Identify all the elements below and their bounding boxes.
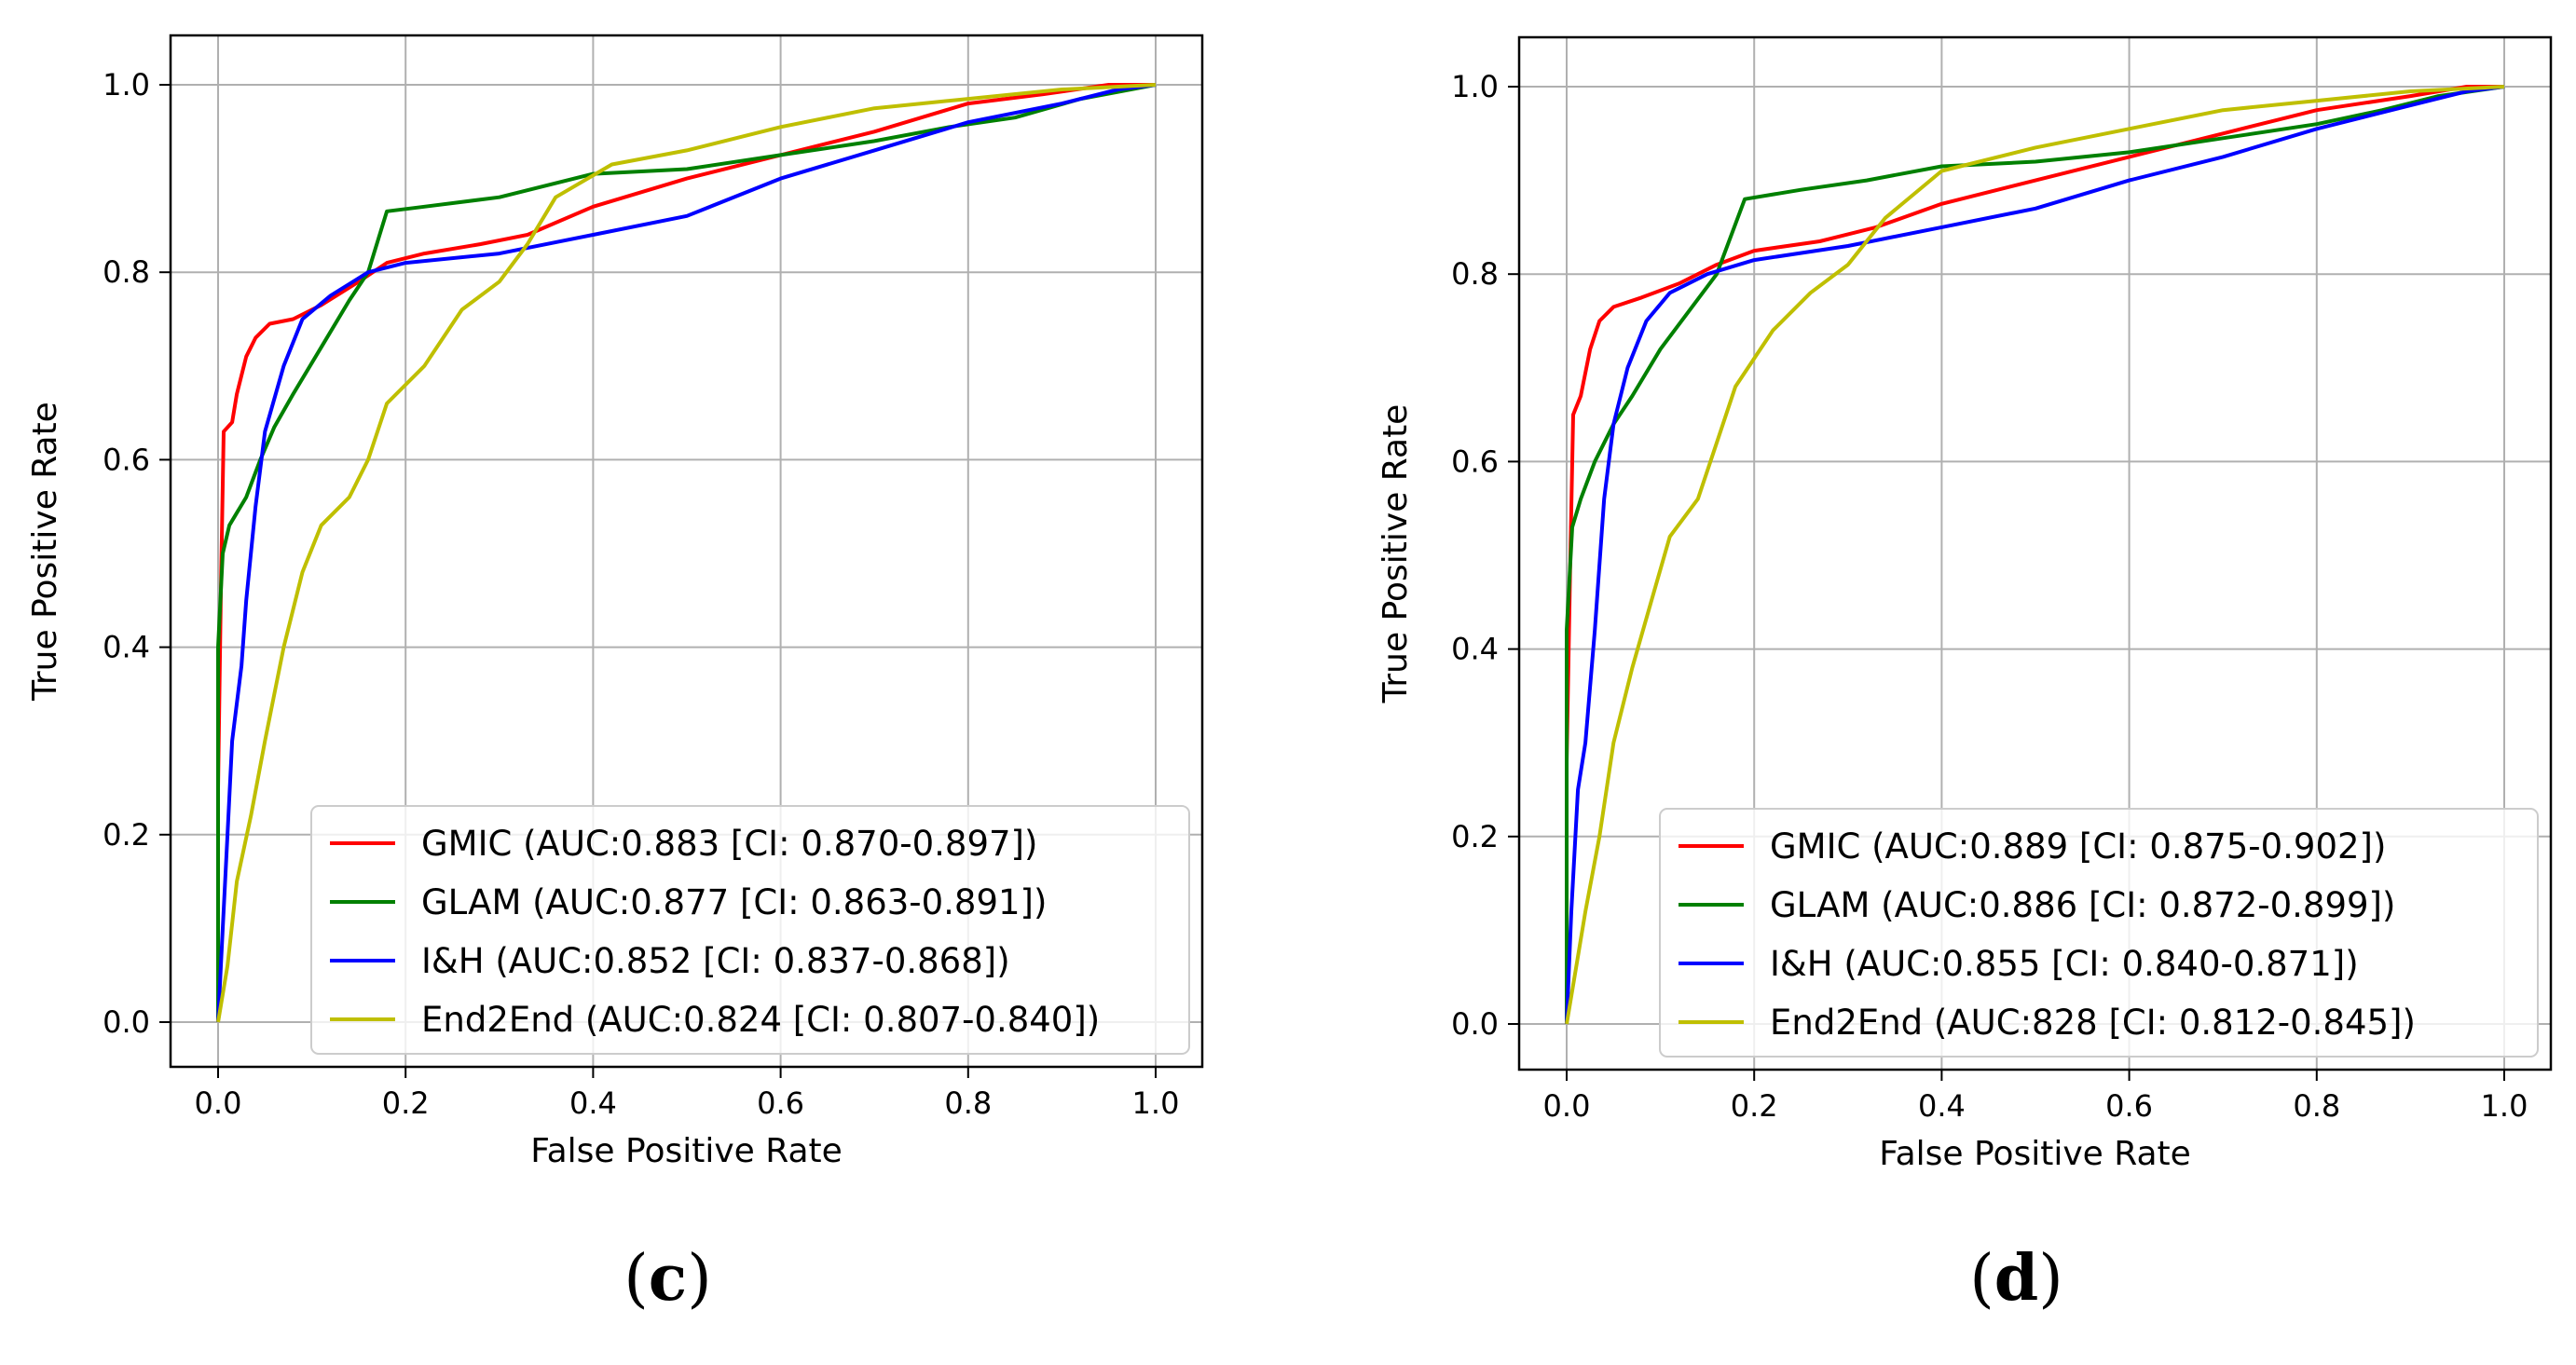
axes-frame: [169, 34, 1204, 1069]
panel-d: 0.0 0.2 0.4 0.6 0.8 1.0 0.0 0.2 0.4 0.6 0.8 1.0 Fals…: [1377, 35, 2553, 1316]
y-tick-label: 0.2: [1451, 819, 1499, 854]
legend-entry: End2End (AUC:828 [CI: 0.812-0.845]): [1770, 1003, 2416, 1043]
y-tick-label: 0.8: [1451, 256, 1499, 292]
roc-curve-end2end: [216, 83, 1157, 1023]
x-axis-label: False Positive Rate: [1879, 1135, 2191, 1173]
roc-curve-ih: [216, 83, 1157, 1023]
y-axis-label: True Positive Rate: [26, 402, 64, 702]
x-tick-label: 0.8: [944, 1085, 992, 1121]
legend-entry: GMIC (AUC:0.883 [CI: 0.870-0.897]): [421, 824, 1037, 864]
legend-entry: End2End (AUC:0.824 [CI: 0.807-0.840]): [421, 1000, 1100, 1040]
x-tick-label: 0.6: [757, 1085, 804, 1121]
x-tick-label: 0.0: [195, 1085, 242, 1121]
legend-entry: I&H (AUC:0.852 [CI: 0.837-0.868]): [421, 941, 1010, 981]
panel-label: (d): [1969, 1241, 2063, 1316]
y-tick-label: 0.2: [103, 817, 150, 853]
legend-entry: GLAM (AUC:0.886 [CI: 0.872-0.899]): [1770, 885, 2395, 925]
roc-curve-glam: [216, 83, 1157, 1022]
y-tick-label: 0.6: [103, 442, 150, 477]
y-axis-label: True Positive Rate: [1377, 404, 1415, 704]
legend-entry: GLAM (AUC:0.877 [CI: 0.863-0.891]): [421, 882, 1047, 922]
legend-entry: I&H (AUC:0.855 [CI: 0.840-0.871]): [1770, 944, 2359, 984]
roc-curve-ih: [1565, 85, 2505, 1025]
legend-entry: GMIC (AUC:0.889 [CI: 0.875-0.902]): [1770, 826, 2386, 867]
x-tick-label: 1.0: [1132, 1085, 1180, 1121]
x-tick-label: 1.0: [2481, 1088, 2528, 1124]
panel-c: 0.0 0.2 0.4 0.6 0.8 1.0 0.0 0.2 0.4 0.6 0.8 1.0 Fals…: [26, 34, 1204, 1316]
y-tick-label: 0.4: [103, 630, 150, 665]
series-lines: [1565, 85, 2505, 1025]
legend-box: [310, 805, 1190, 1055]
x-tick-label: 0.4: [1918, 1088, 1966, 1124]
legend: GMIC (AUC:0.883 [CI: 0.870-0.897]) GLAM (…: [310, 805, 1190, 1055]
y-tick-label: 0.6: [1451, 444, 1499, 479]
x-tick-label: 0.2: [382, 1085, 430, 1121]
x-tick-label: 0.6: [2105, 1088, 2153, 1124]
panel-label: (c): [623, 1241, 711, 1316]
x-tick-label: 0.4: [569, 1085, 617, 1121]
legend-box: [1659, 808, 2539, 1058]
roc-curve-end2end: [1565, 85, 2505, 1025]
y-tick-label: 0.0: [1451, 1006, 1499, 1042]
y-tick-label: 0.8: [103, 254, 150, 290]
x-axis-label: False Positive Rate: [530, 1132, 843, 1170]
y-tick-label: 0.0: [103, 1004, 150, 1040]
roc-curve-gmic: [1565, 85, 2504, 1024]
y-tick-label: 1.0: [1451, 69, 1499, 104]
x-tick-label: 0.0: [1543, 1088, 1591, 1124]
y-tick-label: 0.4: [1451, 632, 1499, 667]
roc-curve-glam: [1565, 85, 2505, 1024]
y-tick-label: 1.0: [103, 67, 150, 102]
series-lines: [216, 83, 1157, 1023]
x-tick-label: 0.8: [2293, 1088, 2340, 1124]
legend: GMIC (AUC:0.889 [CI: 0.875-0.902]) GLAM (…: [1659, 808, 2539, 1058]
x-tick-label: 0.2: [1731, 1088, 1778, 1124]
axes-frame: [1517, 35, 2553, 1072]
